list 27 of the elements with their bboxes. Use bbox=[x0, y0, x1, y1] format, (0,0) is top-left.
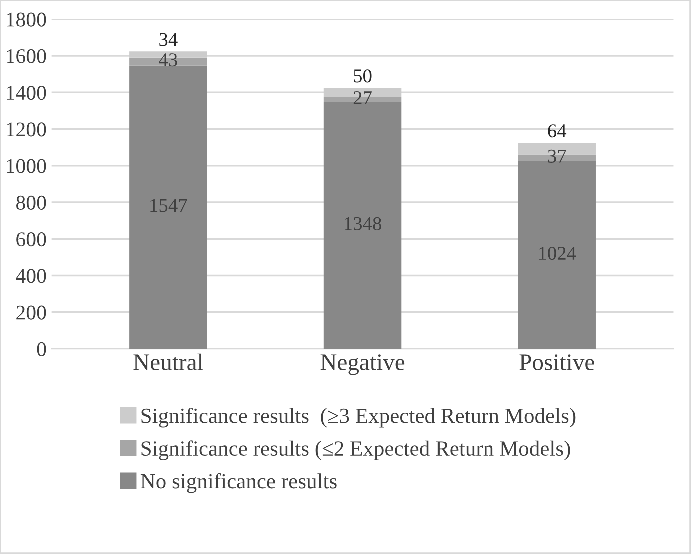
y-tick-label: 1200 bbox=[7, 122, 46, 137]
data-label: 1547 bbox=[150, 199, 188, 212]
data-label: 1024 bbox=[539, 247, 576, 260]
y-tick-label: 1600 bbox=[7, 49, 46, 64]
data-label: 34 bbox=[160, 33, 178, 46]
y-tick-label: 600 bbox=[16, 232, 46, 247]
bar bbox=[518, 161, 596, 350]
legend-label: Significance results (≤2 Expected Return Models) bbox=[142, 440, 570, 460]
bar bbox=[130, 66, 208, 350]
y-tick-label: 400 bbox=[16, 269, 46, 284]
data-label: 43 bbox=[159, 54, 178, 67]
data-label: 1348 bbox=[345, 217, 382, 230]
legend-label: Significance results (≥3 Expected Return Models) bbox=[142, 408, 576, 428]
data-label: 27 bbox=[354, 91, 372, 104]
y-tick-label: 800 bbox=[16, 196, 46, 210]
y-tick-label: 1800 bbox=[7, 12, 46, 27]
y-tick-label: 0 bbox=[37, 342, 46, 356]
y-tick-label: 200 bbox=[16, 306, 46, 320]
x-tick-label: Negative bbox=[320, 354, 405, 376]
y-tick-label: 1000 bbox=[7, 159, 46, 174]
y-tick-label: 1400 bbox=[7, 86, 46, 100]
data-label: 37 bbox=[548, 150, 566, 163]
x-tick-label: Neutral bbox=[134, 354, 204, 370]
legend-label: No significance results bbox=[140, 473, 337, 494]
x-tick-label: Positive bbox=[520, 354, 594, 370]
data-label: 64 bbox=[548, 124, 567, 138]
data-label: 50 bbox=[354, 70, 372, 83]
